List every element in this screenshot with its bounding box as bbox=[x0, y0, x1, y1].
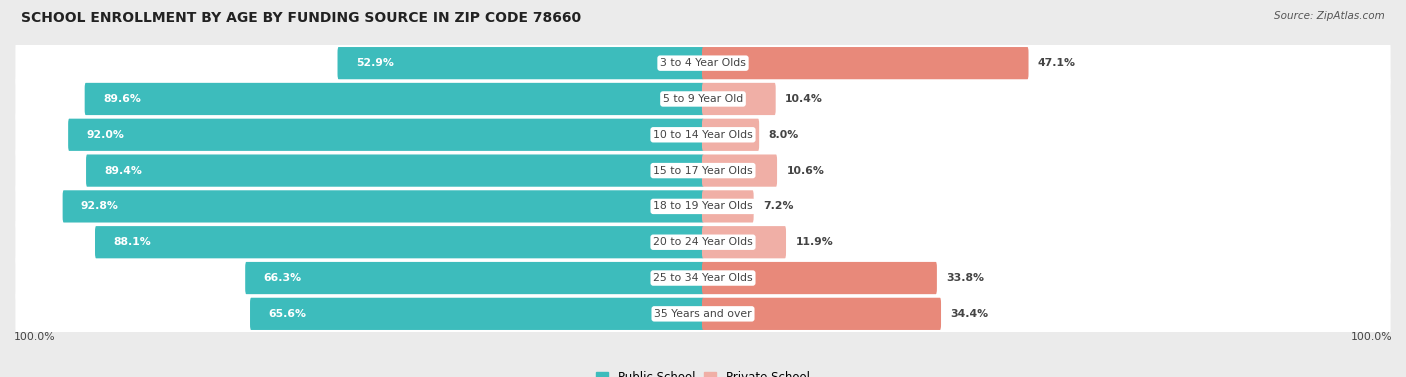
FancyBboxPatch shape bbox=[702, 83, 776, 115]
Text: 18 to 19 Year Olds: 18 to 19 Year Olds bbox=[654, 201, 752, 211]
FancyBboxPatch shape bbox=[702, 190, 754, 222]
Text: 92.0%: 92.0% bbox=[86, 130, 124, 140]
Text: 10.4%: 10.4% bbox=[785, 94, 823, 104]
Text: Source: ZipAtlas.com: Source: ZipAtlas.com bbox=[1274, 11, 1385, 21]
Text: 10.6%: 10.6% bbox=[786, 166, 824, 176]
Text: 7.2%: 7.2% bbox=[763, 201, 793, 211]
Text: 3 to 4 Year Olds: 3 to 4 Year Olds bbox=[659, 58, 747, 68]
Text: 8.0%: 8.0% bbox=[769, 130, 799, 140]
FancyBboxPatch shape bbox=[15, 288, 1391, 339]
FancyBboxPatch shape bbox=[15, 217, 1391, 268]
FancyBboxPatch shape bbox=[15, 74, 1391, 124]
FancyBboxPatch shape bbox=[702, 155, 778, 187]
Text: 89.6%: 89.6% bbox=[103, 94, 141, 104]
Text: 89.4%: 89.4% bbox=[104, 166, 142, 176]
FancyBboxPatch shape bbox=[15, 145, 1391, 196]
FancyBboxPatch shape bbox=[245, 262, 704, 294]
Text: 10 to 14 Year Olds: 10 to 14 Year Olds bbox=[654, 130, 752, 140]
FancyBboxPatch shape bbox=[702, 262, 936, 294]
FancyBboxPatch shape bbox=[15, 181, 1391, 232]
Text: 33.8%: 33.8% bbox=[946, 273, 984, 283]
Text: 100.0%: 100.0% bbox=[1350, 332, 1392, 342]
FancyBboxPatch shape bbox=[15, 253, 1391, 303]
FancyBboxPatch shape bbox=[702, 226, 786, 258]
FancyBboxPatch shape bbox=[63, 190, 704, 222]
Text: 11.9%: 11.9% bbox=[796, 237, 834, 247]
Text: 100.0%: 100.0% bbox=[14, 332, 56, 342]
Text: 47.1%: 47.1% bbox=[1038, 58, 1076, 68]
Text: 92.8%: 92.8% bbox=[82, 201, 118, 211]
Text: 88.1%: 88.1% bbox=[114, 237, 150, 247]
Text: 25 to 34 Year Olds: 25 to 34 Year Olds bbox=[654, 273, 752, 283]
Text: 5 to 9 Year Old: 5 to 9 Year Old bbox=[662, 94, 744, 104]
FancyBboxPatch shape bbox=[702, 47, 1029, 79]
FancyBboxPatch shape bbox=[15, 38, 1391, 89]
FancyBboxPatch shape bbox=[702, 298, 941, 330]
Text: 35 Years and over: 35 Years and over bbox=[654, 309, 752, 319]
FancyBboxPatch shape bbox=[337, 47, 704, 79]
Legend: Public School, Private School: Public School, Private School bbox=[592, 366, 814, 377]
FancyBboxPatch shape bbox=[702, 119, 759, 151]
Text: 66.3%: 66.3% bbox=[263, 273, 301, 283]
Text: 20 to 24 Year Olds: 20 to 24 Year Olds bbox=[654, 237, 752, 247]
FancyBboxPatch shape bbox=[15, 109, 1391, 160]
Text: 34.4%: 34.4% bbox=[950, 309, 988, 319]
Text: 52.9%: 52.9% bbox=[356, 58, 394, 68]
FancyBboxPatch shape bbox=[67, 119, 704, 151]
Text: 15 to 17 Year Olds: 15 to 17 Year Olds bbox=[654, 166, 752, 176]
FancyBboxPatch shape bbox=[84, 83, 704, 115]
Text: 65.6%: 65.6% bbox=[269, 309, 307, 319]
FancyBboxPatch shape bbox=[86, 155, 704, 187]
FancyBboxPatch shape bbox=[250, 298, 704, 330]
FancyBboxPatch shape bbox=[96, 226, 704, 258]
Text: SCHOOL ENROLLMENT BY AGE BY FUNDING SOURCE IN ZIP CODE 78660: SCHOOL ENROLLMENT BY AGE BY FUNDING SOUR… bbox=[21, 11, 581, 25]
